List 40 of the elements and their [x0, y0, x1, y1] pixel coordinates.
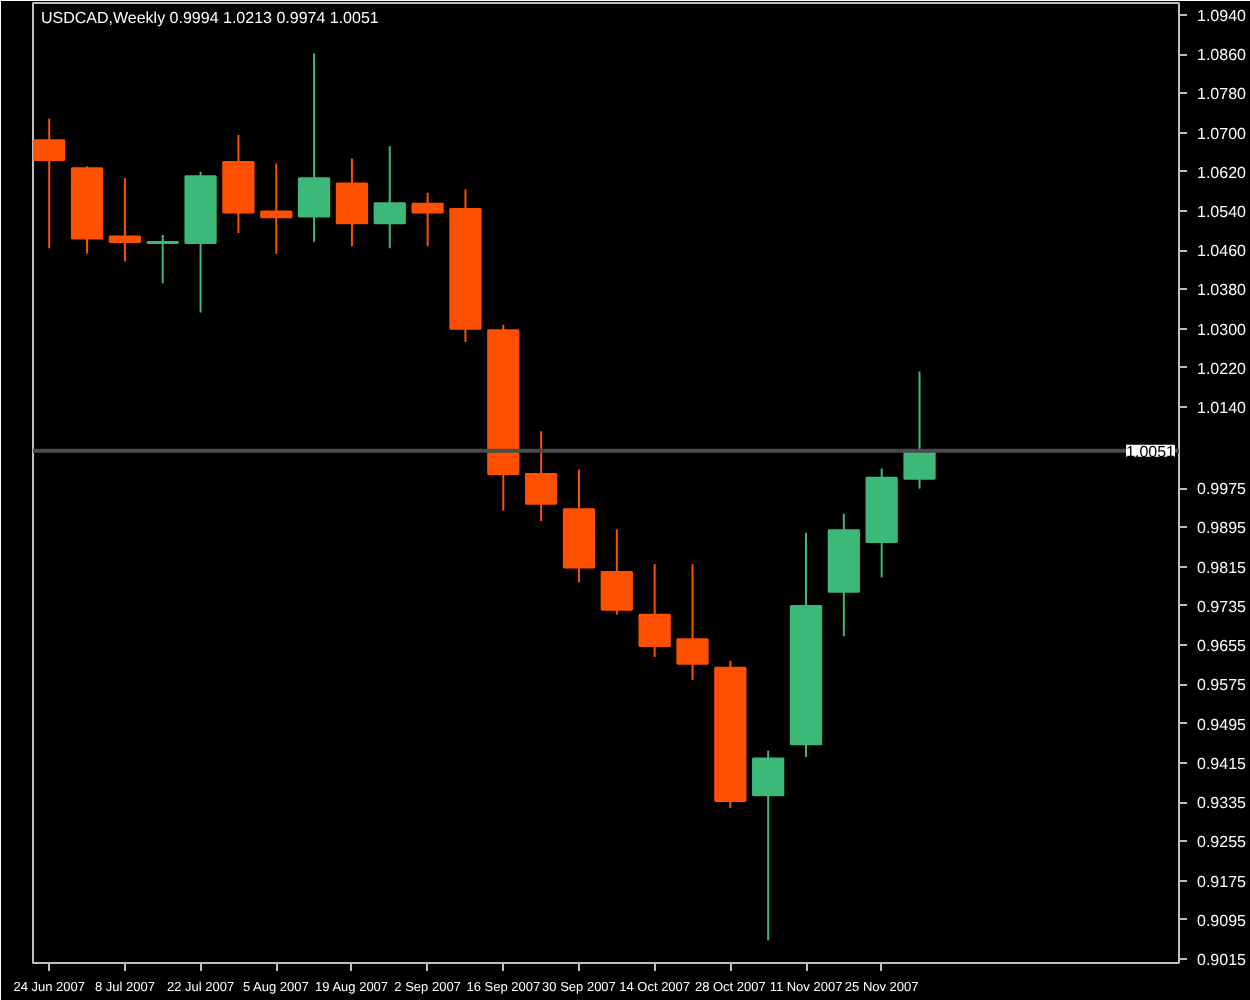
- y-tick-label: 0.9735: [1197, 597, 1248, 616]
- candlestick: [638, 563, 671, 658]
- y-tick-label: 0.9815: [1197, 558, 1248, 577]
- y-tick-label: 0.9095: [1197, 911, 1248, 930]
- y-tick-label: 1.0940: [1197, 6, 1248, 25]
- y-tick-label: 0.9335: [1197, 794, 1248, 813]
- y-tick-label: 0.9415: [1197, 754, 1248, 773]
- y-tick-label: 1.0460: [1197, 242, 1248, 261]
- candlestick: [108, 177, 142, 263]
- y-tick-label: 1.0220: [1197, 359, 1248, 378]
- chart-title: USDCAD,Weekly 0.9994 1.0213 0.9974 1.0051: [41, 9, 380, 27]
- y-tick-label: 0.9975: [1197, 480, 1248, 499]
- candlestick: [33, 117, 66, 250]
- y-tick-label: 0.9895: [1197, 519, 1248, 538]
- y-tick-label: 1.0860: [1197, 46, 1248, 65]
- candlestick: [752, 749, 785, 942]
- y-tick-label: 0.9255: [1197, 833, 1248, 852]
- y-tick-label: 0.9575: [1197, 676, 1248, 695]
- candlestick: [297, 52, 331, 243]
- candlestick: [676, 563, 709, 681]
- y-tick-label: 0.9015: [1197, 951, 1248, 970]
- y-tick-label: 1.0380: [1197, 281, 1248, 300]
- candlestick: [373, 145, 406, 250]
- candlestick: [903, 370, 936, 490]
- y-tick-label: 0.9495: [1197, 715, 1248, 734]
- candlestick: [600, 528, 633, 616]
- y-tick-label: 1.0540: [1197, 202, 1248, 221]
- ref-line-label: 1.0051: [1126, 442, 1177, 461]
- candlestick: [146, 234, 179, 285]
- y-tick-label: 1.0300: [1197, 320, 1248, 339]
- y-tick-label: 1.0780: [1197, 85, 1248, 104]
- y-tick-label: 1.0140: [1197, 399, 1248, 418]
- y-tick-label: 1.0700: [1197, 124, 1248, 143]
- y-tick-label: 0.9655: [1197, 637, 1248, 656]
- candlestick: [335, 157, 369, 248]
- candlestick: [411, 191, 444, 248]
- candlestick: [525, 430, 558, 523]
- y-tick-label: 0.9175: [1197, 872, 1248, 891]
- y-tick-label: 1.0620: [1197, 163, 1248, 182]
- candlestick: [260, 162, 293, 255]
